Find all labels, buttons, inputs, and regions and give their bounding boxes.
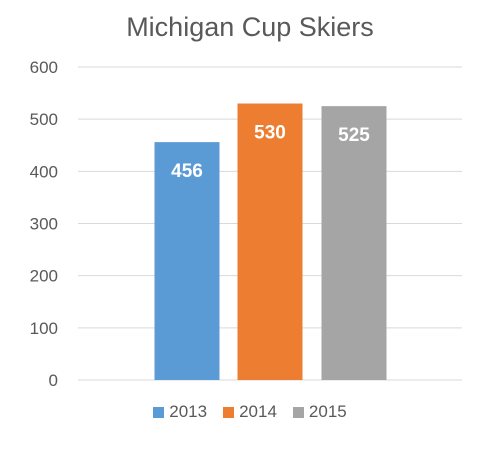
bar-2015	[321, 106, 387, 380]
legend-item-2014: 2014	[223, 402, 277, 422]
data-label-2015: 525	[338, 125, 370, 146]
bar-2014	[237, 103, 303, 381]
legend-label: 2014	[239, 402, 277, 421]
y-axis: 0 100 200 300 400 500 600	[30, 58, 58, 390]
legend-label: 2013	[169, 402, 208, 421]
legend-item-2013: 2013	[153, 402, 207, 422]
data-label-2013: 456	[171, 161, 203, 182]
y-tick-label: 200	[30, 267, 58, 286]
y-tick-label: 500	[30, 110, 58, 129]
legend-swatch	[153, 406, 165, 418]
legend-item-2015: 2015	[292, 402, 347, 422]
data-labels: 456 530 525	[171, 123, 370, 183]
y-tick-label: 100	[30, 319, 58, 338]
y-tick-label: 400	[30, 162, 58, 181]
y-tick-label: 600	[30, 58, 58, 77]
legend-label: 2015	[308, 402, 347, 421]
legend-swatch	[223, 406, 235, 418]
y-tick-label: 0	[49, 371, 58, 390]
bars	[154, 103, 387, 381]
bar-2013	[154, 142, 220, 380]
legend: 2013 2014 2015	[0, 402, 500, 422]
y-tick-label: 300	[30, 215, 58, 234]
chart-title: Michigan Cup Skiers	[126, 12, 374, 42]
data-label-2014: 530	[254, 123, 286, 144]
legend-swatch	[292, 406, 304, 418]
